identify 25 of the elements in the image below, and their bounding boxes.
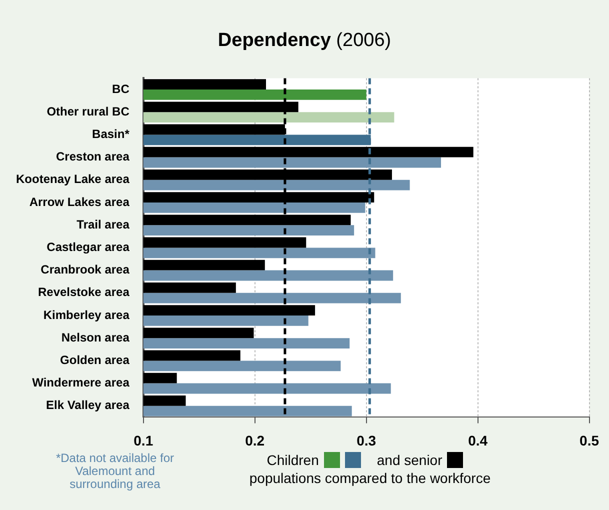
y-tick-label: Elk Valley area <box>46 398 130 412</box>
y-tick-label: Other rural BC <box>46 104 130 118</box>
y-tick-label: Cranbrook area <box>40 262 130 277</box>
y-tick-label: Windermere area <box>32 376 130 390</box>
y-tick-label: Nelson area <box>61 330 130 344</box>
y-tick-label: Kootenay Lake area <box>16 172 130 186</box>
text: *Data not available for Valemount and surrounding area <box>55 451 175 491</box>
y-tick-label: Arrow Lakes area <box>29 194 130 209</box>
y-tick-label: Kimberley area <box>43 308 130 322</box>
chart-title: Dependency (2006) <box>218 30 392 51</box>
x-tick-label: 0.1 <box>134 432 154 448</box>
legend-label: Children <box>266 452 319 468</box>
x-tick-label: 0.2 <box>245 432 265 448</box>
y-tick-label: Golden area <box>60 353 130 368</box>
legend-label: and senior <box>376 452 442 468</box>
x-tick-label: 0.4 <box>468 432 488 448</box>
y-tick-label: Creston area <box>56 150 130 164</box>
y-tick-label: BC <box>112 82 130 96</box>
y-tick-label: Revelstoke area <box>38 285 130 300</box>
y-tick-label: Basin* <box>92 127 130 142</box>
y-tick-label: Castlegar area <box>46 240 130 254</box>
y-tick-label: Trail area <box>76 217 130 232</box>
text: populations compared to the workforce <box>248 470 492 486</box>
x-tick-label: 0.3 <box>356 432 376 448</box>
x-tick-label: 0.5 <box>580 432 600 448</box>
